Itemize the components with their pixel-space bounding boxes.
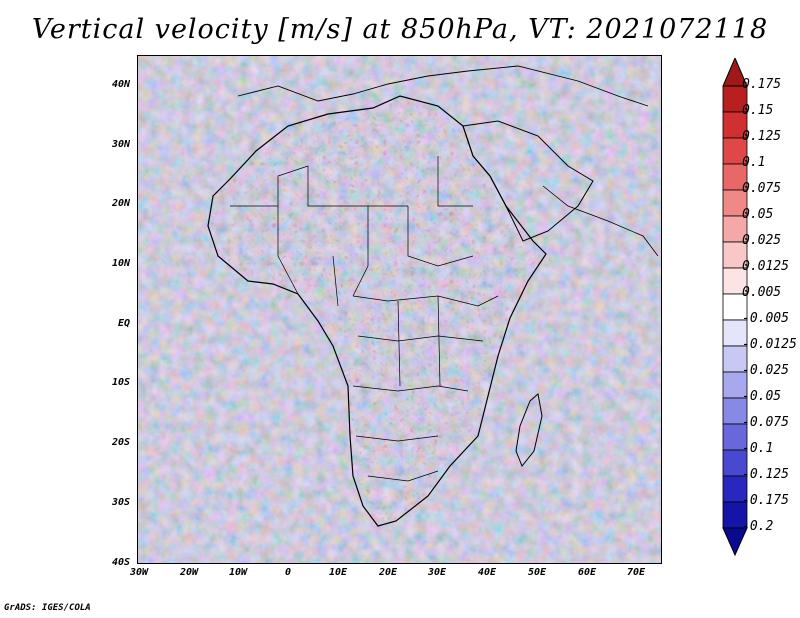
lat-label: 40S [111,557,130,568]
colorbar-level-label: -0.075 [742,415,789,430]
colorbar-level-label: -0.0125 [742,337,797,352]
colorbar-level-label: -0.2 [742,519,774,534]
lat-label: 30N [111,139,130,150]
lon-label: 30E [427,567,447,578]
colorbar-block [722,241,748,269]
colorbar-level-label: 0.0125 [742,259,789,274]
europe-coastline [237,65,649,107]
colorbar-block [722,345,748,373]
lon-label: 20E [378,567,398,578]
colorbar-block [722,267,748,295]
colorbar-block [722,397,748,425]
lon-label: 10E [328,567,348,578]
lon-label: 70E [626,567,646,578]
colorbar-level-label: 0.125 [742,129,782,144]
lon-label: 20W [179,567,199,578]
colorbar-level-label: -0.05 [742,389,782,404]
colorbar [722,58,748,557]
colorbar-block [722,163,748,191]
lat-label: 10S [111,377,130,388]
africa-coastline [207,95,547,527]
lon-label: 10W [228,567,248,578]
lat-label: 30S [111,497,130,508]
colorbar-level-label: -0.125 [742,467,789,482]
colorbar-level-label: 0.05 [742,207,774,222]
lon-label: 40E [477,567,497,578]
colorbar-top-arrow [722,58,748,87]
colorbar-block [722,293,748,321]
lat-label: 10N [111,258,130,269]
colorbar-bottom-arrow [722,527,748,557]
colorbar-block [722,371,748,399]
lat-label: 40N [111,79,130,90]
colorbar-level-label: 0.075 [742,181,782,196]
colorbar-block [722,137,748,165]
lat-label: EQ [117,318,130,329]
madagascar-coastline [515,393,543,467]
lon-label: 0 [284,567,292,578]
lat-label: 20S [111,437,130,448]
colorbar-level-label: -0.025 [742,363,789,378]
colorbar-level-label: 0.1 [742,155,766,170]
map-title: Vertical velocity [m/s] at 850hPa, VT: 2… [31,14,769,45]
lon-label: 30W [129,567,149,578]
country-borders [230,156,499,482]
credit-footer: GrADS: IGES/COLA [4,603,91,613]
colorbar-level-label: 0.025 [742,233,782,248]
colorbar-level-label: -0.1 [742,441,774,456]
map-plot-area[interactable] [137,55,662,564]
colorbar-block [722,501,748,529]
colorbar-level-label: 0.005 [742,285,782,300]
colorbar-block [722,189,748,217]
colorbar-level-label: 0.15 [742,103,774,118]
velocity-field-map [138,56,661,563]
lat-label: 20N [111,198,130,209]
colorbar-level-label: -0.005 [742,311,789,326]
arabia-coastline [462,120,594,242]
lon-label: 60E [577,567,597,578]
colorbar-block [722,449,748,477]
colorbar-block [722,423,748,451]
lon-label: 50E [527,567,547,578]
colorbar-level-label: 0.175 [742,77,782,92]
colorbar-block [722,319,748,347]
colorbar-level-label: -0.175 [742,493,789,508]
